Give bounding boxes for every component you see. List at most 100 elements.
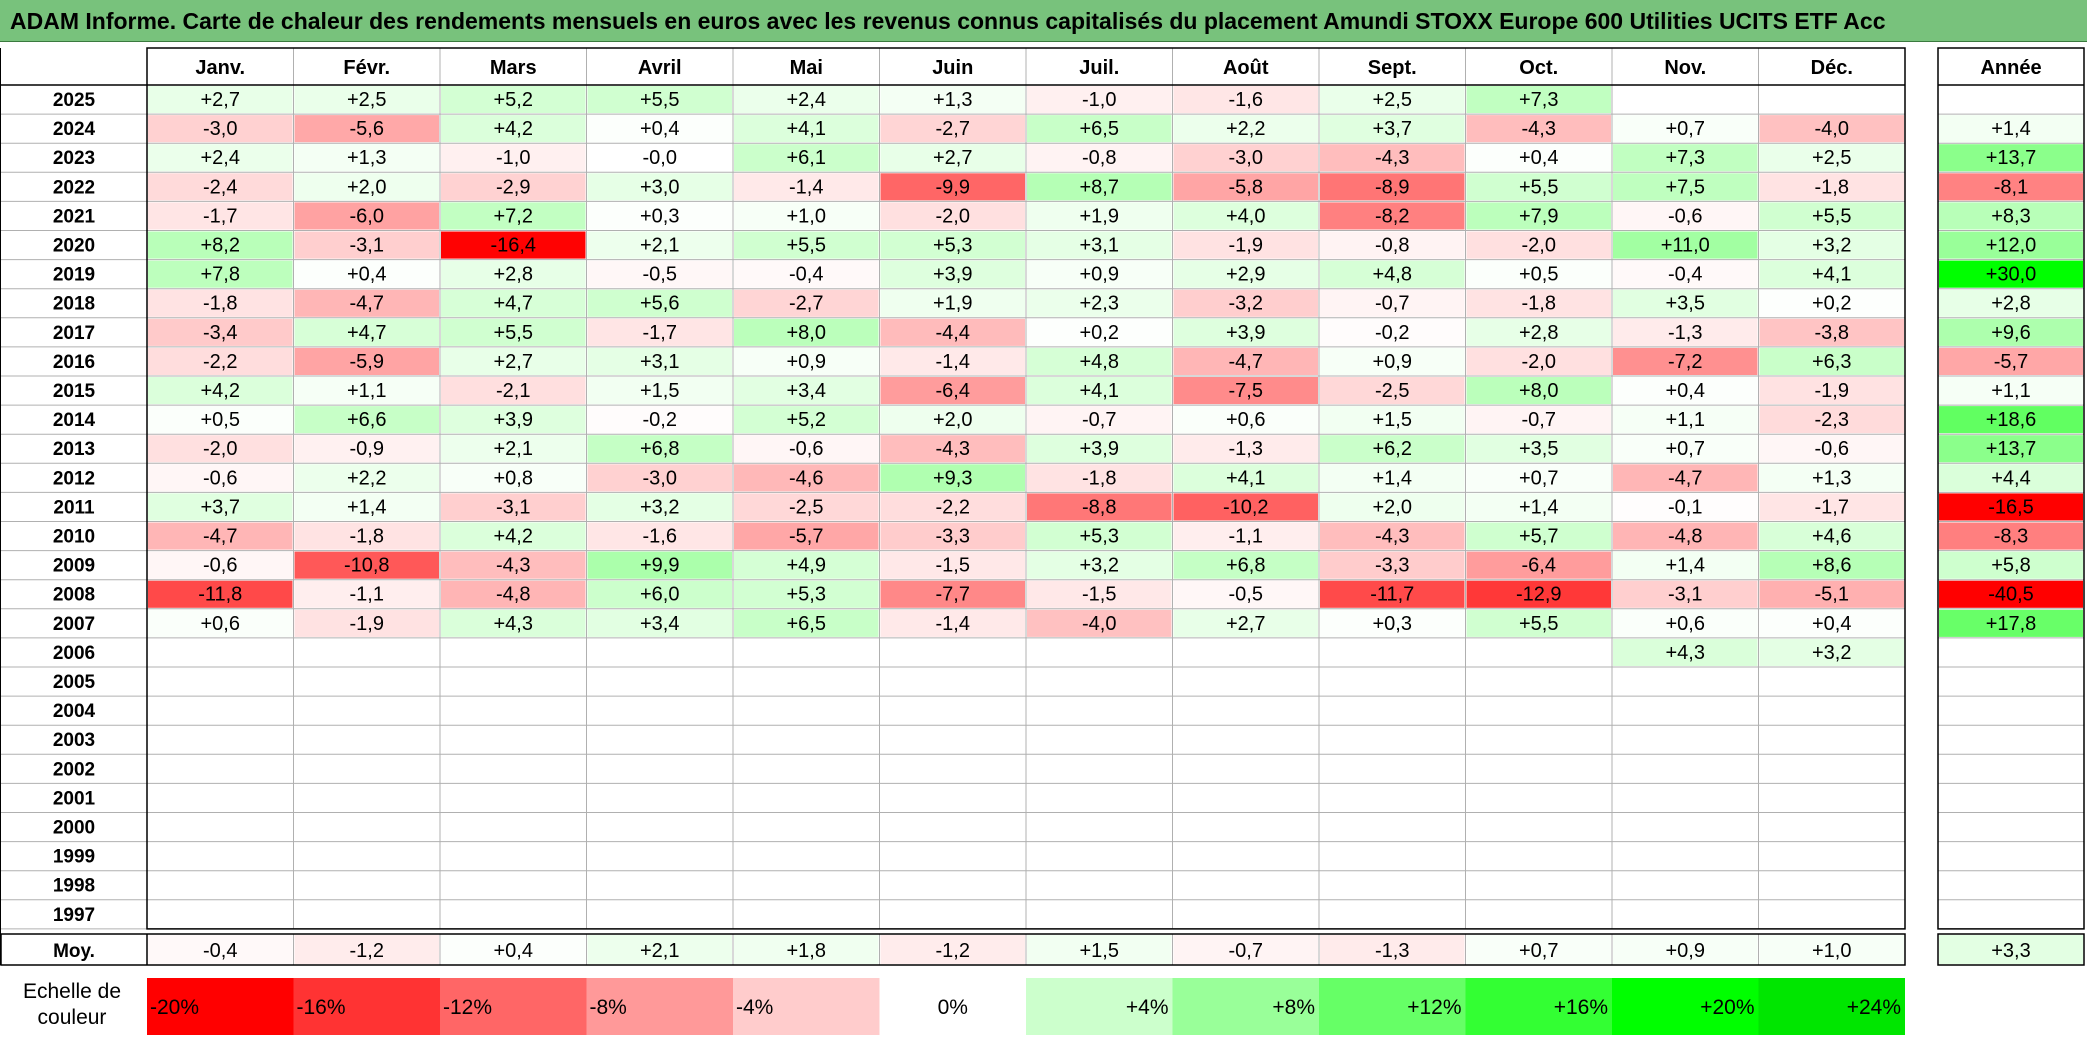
heatmap-cell bbox=[880, 260, 1025, 288]
heatmap-cell bbox=[148, 551, 293, 579]
cell-value: -0,8 bbox=[1082, 147, 1116, 169]
heatmap-cell bbox=[880, 406, 1025, 434]
heatmap-cell bbox=[1613, 231, 1758, 259]
cell-value: +0,4 bbox=[640, 118, 679, 140]
cell-value: -4,8 bbox=[1668, 526, 1702, 548]
cells-layer bbox=[147, 86, 2083, 1035]
annual-value-2022: -8,1 bbox=[1994, 176, 2028, 198]
heatmap-cell bbox=[1466, 551, 1611, 579]
heatmap-cell bbox=[587, 580, 732, 608]
heatmap-cell bbox=[1759, 609, 1904, 637]
cell-value: -0,2 bbox=[643, 409, 677, 431]
heatmap-cell bbox=[1759, 115, 1904, 143]
cell-value: +0,8 bbox=[494, 467, 533, 489]
heatmap-cell bbox=[587, 318, 732, 346]
cell-value: +2,1 bbox=[640, 235, 679, 257]
cell-value: -8,9 bbox=[1375, 176, 1409, 198]
cell-value: +7,5 bbox=[1666, 176, 1705, 198]
cell-value: +4,8 bbox=[1373, 264, 1412, 286]
heatmap-cell bbox=[587, 609, 732, 637]
heatmap-cell bbox=[294, 580, 439, 608]
heatmap-cell bbox=[734, 289, 879, 317]
heatmap-cell bbox=[1027, 464, 1172, 492]
cell-value: +0,3 bbox=[640, 205, 679, 227]
cell-value: +0,6 bbox=[1226, 409, 1265, 431]
heatmap-cell bbox=[441, 435, 586, 463]
cell-value: +6,6 bbox=[347, 409, 386, 431]
column-header-5: Mai bbox=[790, 57, 823, 79]
main-frame bbox=[146, 47, 1906, 930]
cell-value: +7,9 bbox=[1519, 205, 1558, 227]
heatmap-cell bbox=[294, 493, 439, 521]
heatmap-cell bbox=[880, 144, 1025, 172]
heatmap-cell bbox=[734, 115, 879, 143]
cell-value: +7,3 bbox=[1519, 89, 1558, 111]
annual-value-2013: +13,7 bbox=[1986, 438, 2037, 460]
heatmap-cell bbox=[441, 260, 586, 288]
heatmap-cell bbox=[1759, 522, 1904, 550]
heatmap-cell bbox=[1173, 115, 1318, 143]
cell-value: +1,9 bbox=[933, 293, 972, 315]
cell-value: -0,5 bbox=[1229, 584, 1263, 606]
heatmap-cell bbox=[441, 609, 586, 637]
annual-value-2023: +13,7 bbox=[1986, 147, 2037, 169]
heatmap-cell bbox=[441, 318, 586, 346]
heatmap-cell bbox=[880, 231, 1025, 259]
cell-value: +4,3 bbox=[494, 613, 533, 635]
annual-value-2021: +8,3 bbox=[1991, 205, 2030, 227]
heatmap-cell bbox=[1466, 318, 1611, 346]
year-label-1999: 1999 bbox=[53, 847, 95, 868]
cell-value: -2,1 bbox=[496, 380, 530, 402]
cell-value: +1,4 bbox=[347, 496, 386, 518]
cell-value: -1,8 bbox=[350, 526, 384, 548]
cell-value: -4,3 bbox=[936, 438, 970, 460]
cell-value: -0,9 bbox=[350, 438, 384, 460]
heatmap-cell bbox=[294, 435, 439, 463]
heatmap-cell bbox=[148, 115, 293, 143]
cell-value: -1,7 bbox=[643, 322, 677, 344]
cell-value: -0,2 bbox=[1375, 322, 1409, 344]
heatmap-cell bbox=[294, 551, 439, 579]
cell-value: +5,3 bbox=[787, 584, 826, 606]
cell-value: -4,7 bbox=[1668, 467, 1702, 489]
cell-value: +8,2 bbox=[201, 235, 240, 257]
average-value: +1,5 bbox=[1080, 940, 1119, 962]
cell-value: +8,7 bbox=[1080, 176, 1119, 198]
heatmap-cell bbox=[880, 115, 1025, 143]
annual-value-2016: -5,7 bbox=[1994, 351, 2028, 373]
year-label-2003: 2003 bbox=[53, 730, 95, 751]
heatmap-cell bbox=[1759, 493, 1904, 521]
heatmap-cell bbox=[1320, 144, 1465, 172]
heatmap-cell bbox=[1466, 289, 1611, 317]
annual-cell bbox=[1939, 318, 2083, 346]
heatmap-cell bbox=[880, 202, 1025, 230]
cell-value: +4,6 bbox=[1812, 526, 1851, 548]
heatmap-cell bbox=[880, 318, 1025, 346]
cell-value: +1,1 bbox=[1666, 409, 1705, 431]
cell-value: +3,2 bbox=[1080, 555, 1119, 577]
cell-value: +4,3 bbox=[1666, 642, 1705, 664]
heatmap-cell bbox=[441, 202, 586, 230]
heatmap-cell bbox=[1759, 638, 1904, 666]
heatmap-cell bbox=[1466, 202, 1611, 230]
cell-value: +3,2 bbox=[640, 496, 679, 518]
color-scale-stop-label: -12% bbox=[443, 996, 492, 1019]
average-cell bbox=[1613, 935, 1758, 964]
heatmap-cell bbox=[1466, 347, 1611, 375]
heatmap-cell bbox=[1759, 347, 1904, 375]
annual-cell bbox=[1939, 202, 2083, 230]
color-scale-swatch bbox=[1319, 978, 1466, 1035]
cell-value: +5,2 bbox=[787, 409, 826, 431]
annual-cell bbox=[1939, 435, 2083, 463]
cell-value: +6,8 bbox=[640, 438, 679, 460]
cell-value: +9,9 bbox=[640, 555, 679, 577]
cell-value: +4,1 bbox=[1812, 264, 1851, 286]
cell-value: -2,7 bbox=[936, 118, 970, 140]
heatmap-cell bbox=[1173, 173, 1318, 201]
year-label-1998: 1998 bbox=[53, 876, 95, 897]
cell-value: -1,3 bbox=[1668, 322, 1702, 344]
heatmap-cell bbox=[1320, 260, 1465, 288]
cell-value: -2,0 bbox=[936, 205, 970, 227]
color-scale-stop-label: +4% bbox=[1126, 996, 1169, 1019]
